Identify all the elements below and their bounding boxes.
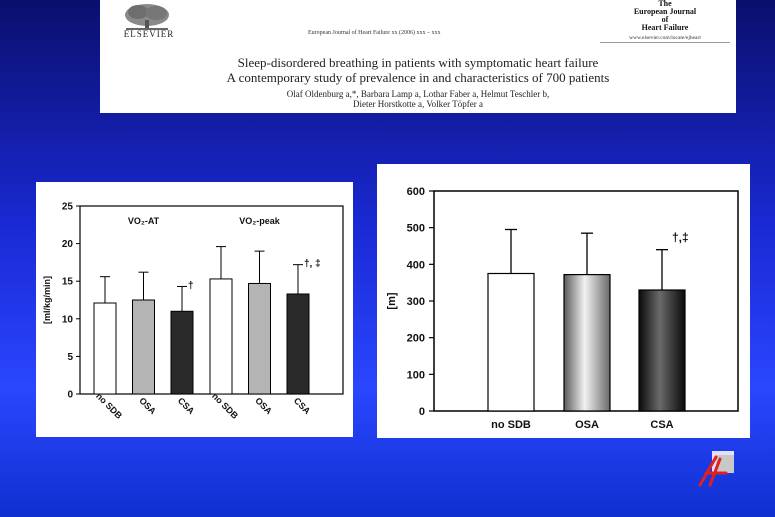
bar — [209, 278, 233, 395]
y-tick-label: 15 — [62, 277, 74, 288]
x-category-label: CSA — [292, 396, 313, 417]
journal-name-line: The — [658, 0, 672, 8]
bar — [563, 273, 611, 412]
bar — [286, 293, 310, 395]
bar — [170, 310, 194, 395]
y-axis-title: [m] — [386, 292, 398, 309]
x-category-label: no SDB — [491, 419, 531, 431]
y-tick-label: 600 — [407, 186, 425, 198]
journal-name-line: European Journal — [633, 7, 697, 16]
y-tick-label: 400 — [407, 259, 425, 271]
vo2-bar-chart: 0 5 10 15 20 25 [ml/kg/min] VO₂-AT no SDB OSA † CSA… — [42, 202, 344, 421]
publisher-name: ELSEVIER — [123, 29, 175, 39]
walk-distance-bar-chart: 0 100 200 300 400 500 600 [m] no SDB OSA †,‡ CSA — [386, 186, 739, 431]
journal-name-box: The European Journal of Heart Failure ww… — [600, 0, 730, 43]
bar — [93, 302, 117, 395]
journal-name-line: Heart Failure — [641, 23, 689, 32]
significance-marker: †,‡ — [672, 231, 689, 245]
journal-name-line: of — [661, 15, 669, 24]
journal-reference: European Journal of Heart Failure xx (20… — [308, 30, 441, 36]
group-label: VO₂-peak — [239, 216, 281, 226]
x-category-label: CSA — [176, 396, 197, 417]
authors-line-2: Dieter Horstkotte a, Volker Töpfer a — [353, 99, 483, 109]
x-category-label: OSA — [253, 395, 274, 416]
bar — [638, 289, 686, 412]
y-tick-label: 0 — [67, 390, 73, 401]
bar — [132, 299, 155, 395]
y-tick-label: 100 — [407, 369, 425, 381]
vo2-chart-panel: 0 5 10 15 20 25 [ml/kg/min] VO₂-AT no SDB OSA † CSA… — [36, 182, 353, 437]
x-category-label: OSA — [575, 419, 599, 431]
significance-marker: †, ‡ — [304, 259, 321, 270]
walk-distance-chart-panel: 0 100 200 300 400 500 600 [m] no SDB OSA †,‡ CSA — [377, 164, 750, 438]
paper-title: Sleep-disordered breathing in patients w… — [100, 55, 736, 85]
group-label: VO₂-AT — [128, 216, 160, 226]
journal-url: www.elsevier.com/locate/ejheart — [629, 35, 701, 41]
significance-marker: † — [188, 280, 194, 291]
paper-title-line-1: Sleep-disordered breathing in patients w… — [237, 55, 599, 70]
paper-authors: Olaf Oldenburg a,*, Barbara Lamp a, Loth… — [100, 89, 736, 109]
y-tick-label: 500 — [407, 223, 425, 235]
authors-line-1: Olaf Oldenburg a,*, Barbara Lamp a, Loth… — [286, 89, 550, 99]
ejhf-logo-icon — [698, 451, 734, 487]
y-tick-label: 25 — [62, 202, 74, 213]
paper-header: ELSEVIER European Journal of Heart Failu… — [100, 0, 736, 113]
x-category-label: no SDB — [94, 391, 124, 421]
y-tick-label: 20 — [62, 239, 74, 250]
y-tick-label: 10 — [62, 314, 74, 325]
x-category-label: OSA — [137, 395, 158, 416]
x-category-label: no SDB — [210, 391, 240, 421]
bar — [248, 282, 271, 395]
elsevier-tree-logo-icon — [116, 2, 178, 40]
y-tick-label: 300 — [407, 296, 425, 308]
paper-title-line-2: A contemporary study of prevalence in an… — [226, 70, 610, 85]
bar — [487, 272, 535, 412]
y-tick-label: 200 — [407, 333, 425, 345]
y-tick-label: 5 — [67, 352, 73, 363]
y-axis-title: [ml/kg/min] — [42, 276, 52, 324]
x-category-label: CSA — [650, 419, 673, 431]
y-tick-label: 0 — [419, 406, 425, 418]
